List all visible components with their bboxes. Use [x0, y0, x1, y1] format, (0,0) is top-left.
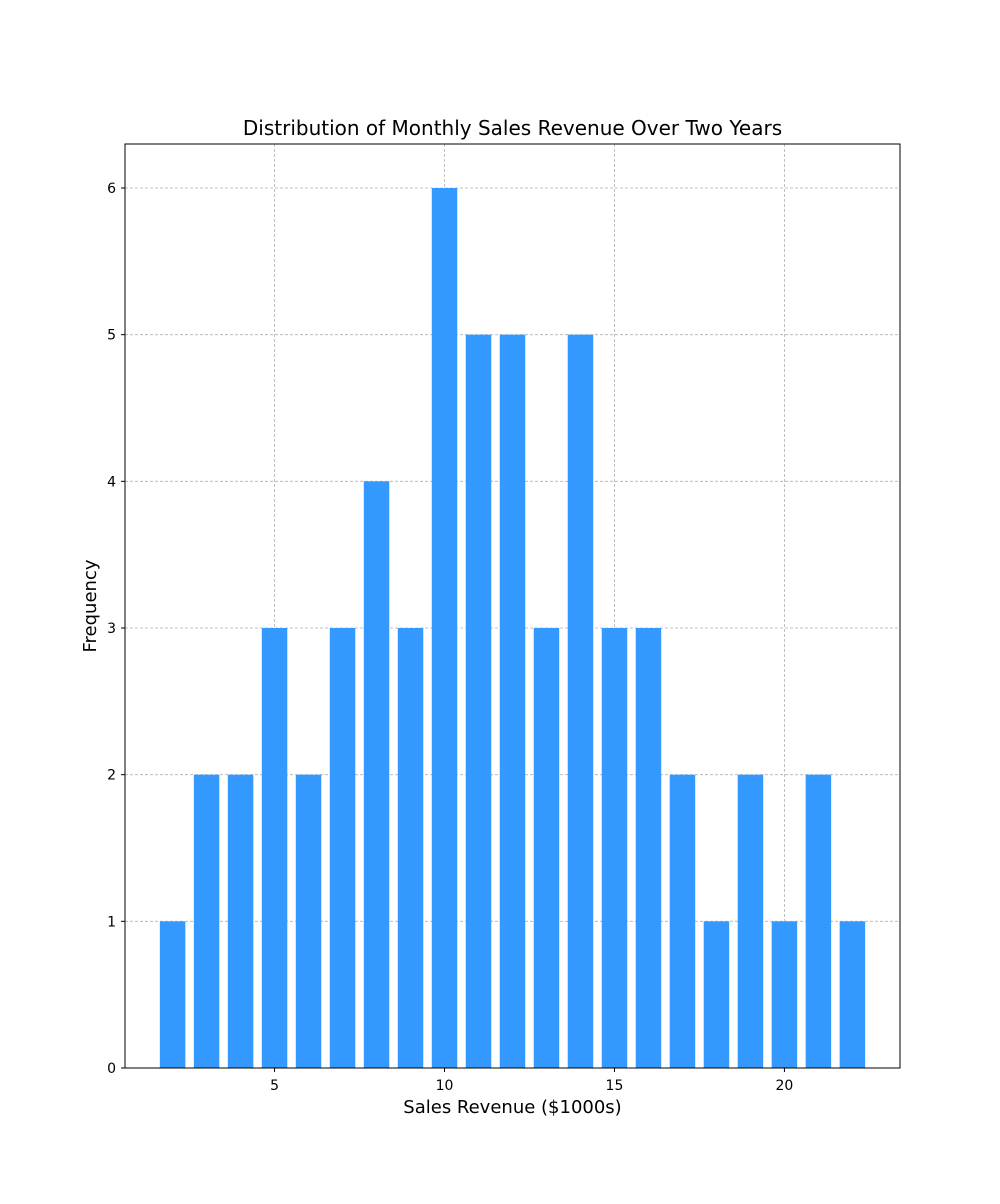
y-tick-label: 6 — [107, 181, 116, 197]
y-tick-label: 4 — [107, 474, 116, 490]
bar — [329, 628, 356, 1068]
bar — [839, 921, 866, 1068]
bar — [567, 334, 594, 1069]
bar — [397, 628, 424, 1068]
bar — [431, 188, 458, 1068]
bar — [805, 774, 832, 1068]
y-tick-label: 0 — [107, 1061, 116, 1077]
tick-layer: 5 10 15 20 0 1 2 3 4 5 6 — [107, 181, 793, 1094]
bar — [261, 628, 288, 1068]
bar-layer — [159, 188, 866, 1069]
bar — [499, 334, 526, 1069]
y-tick-label: 2 — [107, 768, 116, 784]
bar — [601, 628, 628, 1068]
bar — [771, 921, 798, 1068]
chart-title: Distribution of Monthly Sales Revenue Ov… — [243, 116, 782, 140]
bar — [533, 628, 560, 1068]
x-tick-label: 15 — [606, 1078, 624, 1094]
bar — [703, 921, 730, 1068]
bar — [159, 921, 186, 1068]
bar — [363, 481, 390, 1068]
bar — [737, 774, 764, 1068]
bar — [227, 774, 254, 1068]
x-tick-label: 20 — [776, 1078, 794, 1094]
x-tick-label: 10 — [436, 1078, 454, 1094]
bar — [193, 774, 220, 1068]
bar — [295, 774, 322, 1068]
y-tick-label: 1 — [107, 914, 116, 930]
y-tick-label: 5 — [107, 328, 116, 344]
x-axis-label: Sales Revenue ($1000s) — [403, 1097, 621, 1118]
y-tick-label: 3 — [107, 621, 116, 637]
bar — [669, 774, 696, 1068]
x-tick-label: 5 — [270, 1078, 279, 1094]
y-axis-label: Frequency — [80, 559, 101, 652]
bar — [465, 334, 492, 1069]
bar — [635, 628, 662, 1068]
plot-frame — [124, 143, 901, 1069]
